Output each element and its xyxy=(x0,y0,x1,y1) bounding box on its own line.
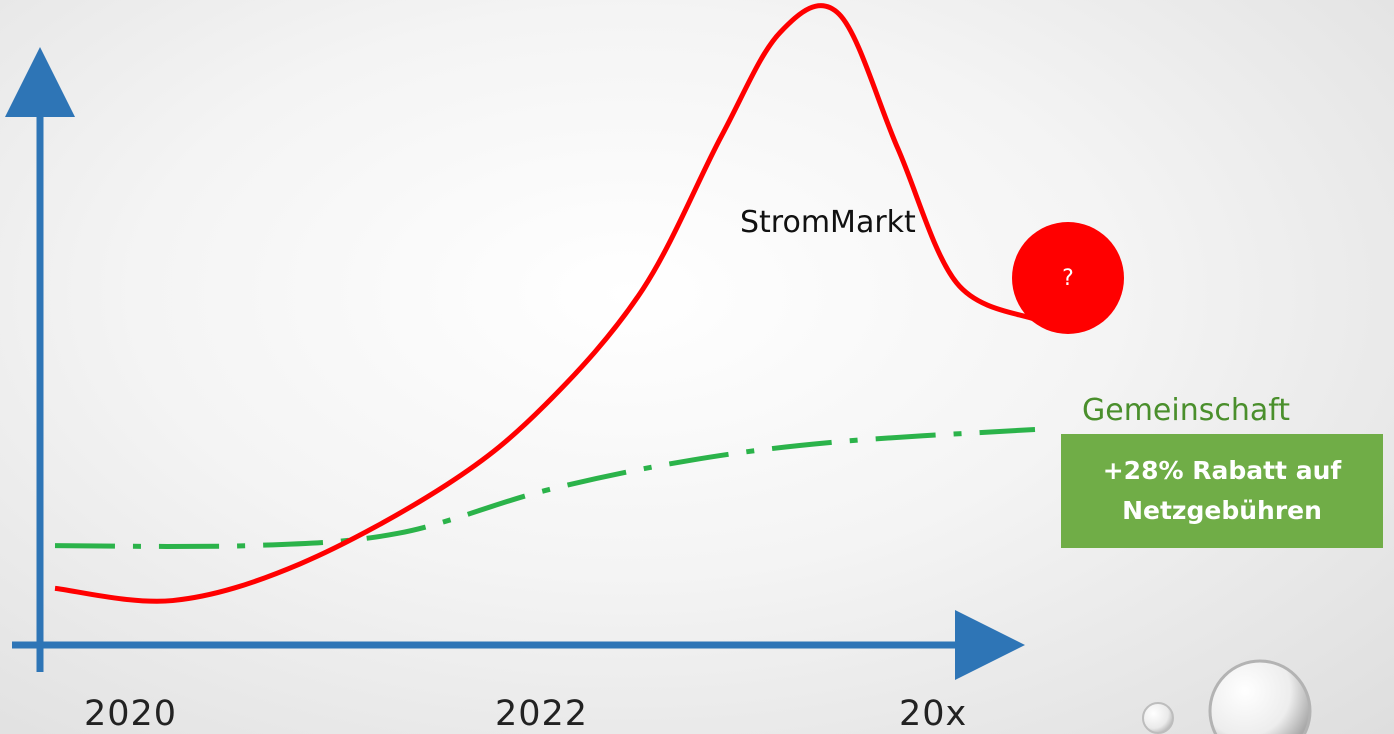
question-bubble: ? xyxy=(1012,222,1124,334)
x-tick-label-2: 2022 xyxy=(495,694,589,734)
bubble-small-icon xyxy=(1142,702,1174,734)
market-series-line xyxy=(54,3,1037,604)
community-series-label: Gemeinschaft xyxy=(1082,393,1291,428)
discount-callout-box: +28% Rabatt auf Netzgebühren xyxy=(1061,434,1383,548)
community-series-line xyxy=(54,426,1036,549)
discount-line-2: Netzgebühren xyxy=(1122,496,1322,525)
market-series-label: StromMarkt xyxy=(740,205,916,240)
x-tick-label-3: 20x xyxy=(899,694,968,734)
x-tick-label-1: 2020 xyxy=(84,694,178,734)
discount-line-1: +28% Rabatt auf xyxy=(1102,456,1342,485)
bubble-large-icon xyxy=(1208,659,1312,734)
